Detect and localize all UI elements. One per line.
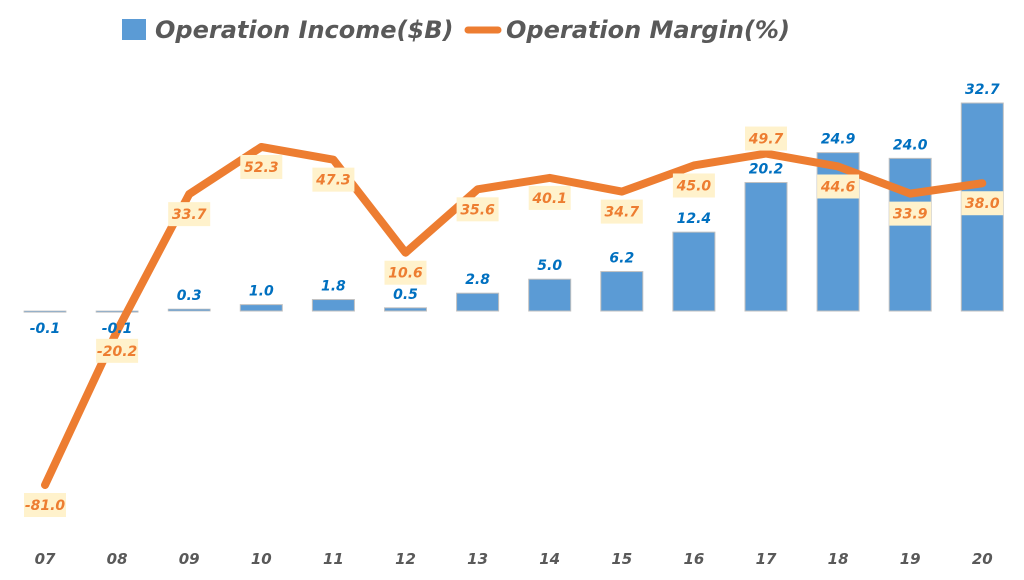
line-label-box: [456, 197, 499, 222]
line-label-box: [240, 154, 283, 179]
x-tick-12: 12: [395, 550, 416, 568]
line-label-text: 10.6: [388, 266, 423, 282]
bar-label-17: 20.2: [749, 162, 784, 178]
line-label-text: 38.0: [965, 196, 1000, 212]
bar-15: [600, 271, 644, 312]
line-label-text: 47.3: [315, 173, 351, 189]
line-label-text: 33.9: [893, 207, 928, 223]
line-label-text: 49.7: [748, 132, 784, 148]
bar-label-18: 24.9: [821, 132, 856, 148]
x-tick-18: 18: [828, 550, 849, 568]
line-label-16: 45.0: [672, 173, 715, 198]
line-label-text: 33.7: [172, 207, 207, 223]
legend: Operation Income($B) Operation Margin(%): [122, 16, 790, 44]
legend-line-label: Operation Margin(%): [506, 16, 790, 44]
line-label-box: [600, 199, 643, 224]
bar-label-11: 1.8: [321, 279, 346, 295]
bar-label-20: 32.7: [965, 82, 1000, 98]
bar-label-16: 12.4: [677, 211, 712, 227]
line-label-text: 34.7: [605, 205, 640, 221]
legend-bar-swatch: [122, 19, 146, 40]
bar-label-13: 2.8: [465, 272, 490, 288]
bar-13: [456, 292, 500, 312]
line-label-20: 38.0: [961, 191, 1004, 216]
bar-09: [167, 308, 211, 312]
bar-label-07: -0.1: [30, 321, 61, 337]
bar-19: [888, 157, 932, 312]
x-tick-16: 16: [683, 550, 704, 568]
line-label-text: 45.0: [676, 178, 712, 194]
x-tick-15: 15: [611, 550, 632, 568]
line-label-text: -20.2: [97, 344, 137, 360]
bar-17: [744, 182, 788, 312]
line-label-19: 33.9: [889, 201, 932, 226]
line-label-13: 35.6: [456, 197, 499, 222]
bar-label-14: 5.0: [537, 258, 562, 274]
line-label-box: [889, 201, 932, 226]
bar-label-09: 0.3: [177, 288, 202, 304]
bar-16: [672, 231, 716, 312]
line-label-10: 52.3: [240, 154, 283, 179]
line-label-14: 40.1: [528, 185, 571, 210]
x-tick-08: 08: [107, 550, 128, 568]
line-label-text: -81.0: [25, 498, 66, 514]
line-label-07: -81.0: [24, 493, 66, 518]
bar-label-12: 0.5: [393, 287, 418, 303]
line-label-18: 44.6: [817, 174, 860, 199]
line-label-08: -20.2: [96, 338, 139, 363]
margin-line: [41, 142, 987, 490]
bar-12: [384, 307, 427, 312]
x-tick-20: 20: [972, 550, 993, 568]
bar-label-15: 6.2: [609, 251, 634, 267]
line-label-box: [961, 191, 1004, 216]
bar-label-08: -0.1: [102, 321, 133, 337]
legend-bar-label: Operation Income($B): [155, 16, 453, 44]
line-label-12: 10.6: [384, 260, 427, 285]
bar-08: [95, 310, 139, 313]
x-tick-10: 10: [251, 550, 272, 568]
x-tick-14: 14: [539, 550, 560, 568]
bar-label-10: 1.0: [249, 284, 274, 300]
x-tick-09: 09: [179, 550, 200, 568]
line-label-text: 44.6: [820, 179, 856, 195]
line-label-11: 47.3: [312, 167, 355, 192]
line-label-box: [672, 173, 715, 198]
bar-07: [23, 310, 67, 313]
line-label-15: 34.7: [600, 199, 643, 224]
line-label-text: 52.3: [244, 160, 279, 176]
line-label-box: [96, 338, 139, 363]
line-label-box: [24, 493, 66, 518]
line-label-text: 40.1: [531, 191, 567, 207]
x-tick-11: 11: [323, 550, 344, 568]
line-label-box: [745, 126, 787, 151]
line-label-box: [528, 185, 571, 210]
x-tick-07: 07: [35, 550, 56, 568]
line-label-box: [384, 260, 427, 285]
bar-11: [311, 299, 355, 312]
line-label-17: 49.7: [745, 126, 787, 151]
line-label-box: [312, 167, 355, 192]
line-label-box: [168, 202, 211, 227]
line-label-box: [817, 174, 860, 199]
line-label-09: 33.7: [168, 202, 211, 227]
bar-label-19: 24.0: [893, 137, 928, 153]
line-label-text: 35.6: [460, 202, 495, 218]
bar-14: [528, 278, 572, 312]
x-tick-19: 19: [900, 550, 921, 568]
x-tick-17: 17: [756, 550, 777, 568]
bar-10: [239, 304, 283, 312]
x-tick-13: 13: [467, 550, 488, 568]
